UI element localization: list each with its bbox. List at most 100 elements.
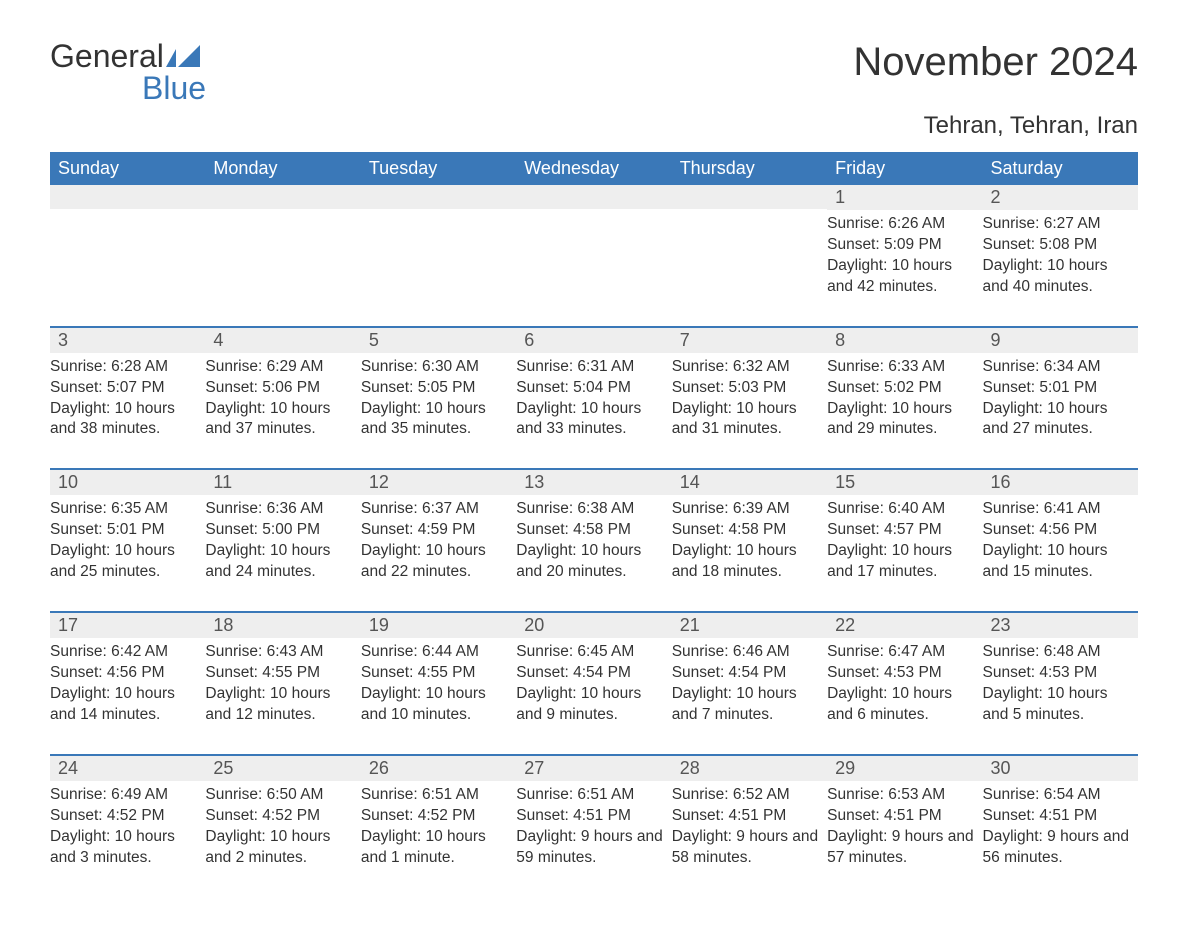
sunrise-text: Sunrise: 6:49 AM xyxy=(50,785,197,806)
day-number: 17 xyxy=(50,611,205,638)
daylight-text: Daylight: 10 hours and 3 minutes. xyxy=(50,827,197,869)
day-number: 22 xyxy=(827,611,982,638)
day-number: 29 xyxy=(827,754,982,781)
sunrise-text: Sunrise: 6:48 AM xyxy=(983,642,1130,663)
daylight-text: Daylight: 10 hours and 27 minutes. xyxy=(983,399,1130,441)
day-number: 2 xyxy=(983,183,1138,210)
day-cell: 7Sunrise: 6:32 AMSunset: 5:03 PMDaylight… xyxy=(672,326,827,441)
daylight-text: Daylight: 10 hours and 10 minutes. xyxy=(361,684,508,726)
weekday-header: Sunday xyxy=(50,154,205,183)
logo: General Blue xyxy=(50,40,206,104)
day-cell: 9Sunrise: 6:34 AMSunset: 5:01 PMDaylight… xyxy=(983,326,1138,441)
sunset-text: Sunset: 4:54 PM xyxy=(516,663,663,684)
sunrise-text: Sunrise: 6:37 AM xyxy=(361,499,508,520)
daylight-text: Daylight: 10 hours and 38 minutes. xyxy=(50,399,197,441)
daylight-text: Daylight: 10 hours and 29 minutes. xyxy=(827,399,974,441)
sunrise-text: Sunrise: 6:27 AM xyxy=(983,214,1130,235)
day-number: 15 xyxy=(827,468,982,495)
sunrise-text: Sunrise: 6:52 AM xyxy=(672,785,819,806)
sunrise-text: Sunrise: 6:51 AM xyxy=(361,785,508,806)
week-row: 24Sunrise: 6:49 AMSunset: 4:52 PMDayligh… xyxy=(50,754,1138,869)
day-number: 10 xyxy=(50,468,205,495)
weekday-header: Wednesday xyxy=(516,154,671,183)
logo-word1: General xyxy=(50,40,164,72)
daylight-text: Daylight: 10 hours and 37 minutes. xyxy=(205,399,352,441)
day-cell: 1Sunrise: 6:26 AMSunset: 5:09 PMDaylight… xyxy=(827,183,982,298)
sunrise-text: Sunrise: 6:42 AM xyxy=(50,642,197,663)
weekday-header: Tuesday xyxy=(361,154,516,183)
sunset-text: Sunset: 5:09 PM xyxy=(827,235,974,256)
sunrise-text: Sunrise: 6:46 AM xyxy=(672,642,819,663)
daylight-text: Daylight: 10 hours and 9 minutes. xyxy=(516,684,663,726)
sunset-text: Sunset: 4:53 PM xyxy=(827,663,974,684)
daylight-text: Daylight: 10 hours and 25 minutes. xyxy=(50,541,197,583)
weekday-header: Saturday xyxy=(983,154,1138,183)
day-details: Sunrise: 6:30 AMSunset: 5:05 PMDaylight:… xyxy=(361,353,516,441)
sunrise-text: Sunrise: 6:41 AM xyxy=(983,499,1130,520)
day-details: Sunrise: 6:44 AMSunset: 4:55 PMDaylight:… xyxy=(361,638,516,726)
daylight-text: Daylight: 9 hours and 58 minutes. xyxy=(672,827,819,869)
day-details: Sunrise: 6:36 AMSunset: 5:00 PMDaylight:… xyxy=(205,495,360,583)
day-cell: 6Sunrise: 6:31 AMSunset: 5:04 PMDaylight… xyxy=(516,326,671,441)
week-row: 3Sunrise: 6:28 AMSunset: 5:07 PMDaylight… xyxy=(50,326,1138,441)
day-number: 6 xyxy=(516,326,671,353)
sunrise-text: Sunrise: 6:47 AM xyxy=(827,642,974,663)
day-number xyxy=(516,183,671,209)
week-row: 17Sunrise: 6:42 AMSunset: 4:56 PMDayligh… xyxy=(50,611,1138,726)
day-details: Sunrise: 6:39 AMSunset: 4:58 PMDaylight:… xyxy=(672,495,827,583)
month-title: November 2024 xyxy=(853,40,1138,85)
day-details: Sunrise: 6:38 AMSunset: 4:58 PMDaylight:… xyxy=(516,495,671,583)
logo-top: General xyxy=(50,40,206,72)
day-number: 23 xyxy=(983,611,1138,638)
day-number: 7 xyxy=(672,326,827,353)
weekday-header: Thursday xyxy=(672,154,827,183)
sunset-text: Sunset: 4:54 PM xyxy=(672,663,819,684)
day-details: Sunrise: 6:29 AMSunset: 5:06 PMDaylight:… xyxy=(205,353,360,441)
day-number: 30 xyxy=(983,754,1138,781)
daylight-text: Daylight: 9 hours and 56 minutes. xyxy=(983,827,1130,869)
day-details: Sunrise: 6:32 AMSunset: 5:03 PMDaylight:… xyxy=(672,353,827,441)
sunrise-text: Sunrise: 6:51 AM xyxy=(516,785,663,806)
sunset-text: Sunset: 5:00 PM xyxy=(205,520,352,541)
sunrise-text: Sunrise: 6:32 AM xyxy=(672,357,819,378)
sunset-text: Sunset: 4:58 PM xyxy=(516,520,663,541)
day-number: 12 xyxy=(361,468,516,495)
daylight-text: Daylight: 10 hours and 2 minutes. xyxy=(205,827,352,869)
sunset-text: Sunset: 5:04 PM xyxy=(516,378,663,399)
location-label: Tehran, Tehran, Iran xyxy=(50,112,1138,140)
day-number: 11 xyxy=(205,468,360,495)
day-cell: 19Sunrise: 6:44 AMSunset: 4:55 PMDayligh… xyxy=(361,611,516,726)
day-cell: 11Sunrise: 6:36 AMSunset: 5:00 PMDayligh… xyxy=(205,468,360,583)
day-details: Sunrise: 6:26 AMSunset: 5:09 PMDaylight:… xyxy=(827,210,982,298)
sunrise-text: Sunrise: 6:38 AM xyxy=(516,499,663,520)
week-row: 10Sunrise: 6:35 AMSunset: 5:01 PMDayligh… xyxy=(50,468,1138,583)
sunset-text: Sunset: 4:53 PM xyxy=(983,663,1130,684)
sunset-text: Sunset: 4:51 PM xyxy=(516,806,663,827)
weekday-header: Monday xyxy=(205,154,360,183)
empty-day-cell xyxy=(205,183,360,298)
sunset-text: Sunset: 4:56 PM xyxy=(983,520,1130,541)
sunset-text: Sunset: 4:55 PM xyxy=(205,663,352,684)
day-cell: 10 Sunrise: 6:35 AMSunset: 5:01 PMDayligh… xyxy=(50,468,205,583)
sunset-text: Sunset: 5:07 PM xyxy=(50,378,197,399)
sunrise-text: Sunrise: 6:35 AM xyxy=(50,499,197,520)
sunrise-text: Sunrise: 6:34 AM xyxy=(983,357,1130,378)
day-number: 13 xyxy=(516,468,671,495)
sunrise-text: Sunrise: 6:40 AM xyxy=(827,499,974,520)
day-cell: 8Sunrise: 6:33 AMSunset: 5:02 PMDaylight… xyxy=(827,326,982,441)
daylight-text: Daylight: 10 hours and 18 minutes. xyxy=(672,541,819,583)
day-number: 27 xyxy=(516,754,671,781)
day-cell: 5Sunrise: 6:30 AMSunset: 5:05 PMDaylight… xyxy=(361,326,516,441)
day-number: 24 xyxy=(50,754,205,781)
sunset-text: Sunset: 4:51 PM xyxy=(983,806,1130,827)
day-details: Sunrise: 6:51 AMSunset: 4:52 PMDaylight:… xyxy=(361,781,516,869)
sunset-text: Sunset: 5:01 PM xyxy=(50,520,197,541)
day-number: 19 xyxy=(361,611,516,638)
day-cell: 30Sunrise: 6:54 AMSunset: 4:51 PMDayligh… xyxy=(983,754,1138,869)
daylight-text: Daylight: 10 hours and 40 minutes. xyxy=(983,256,1130,298)
day-cell: 14Sunrise: 6:39 AMSunset: 4:58 PMDayligh… xyxy=(672,468,827,583)
logo-word2: Blue xyxy=(50,72,206,104)
day-cell: 18Sunrise: 6:43 AMSunset: 4:55 PMDayligh… xyxy=(205,611,360,726)
daylight-text: Daylight: 10 hours and 42 minutes. xyxy=(827,256,974,298)
weekday-header-row: Sunday Monday Tuesday Wednesday Thursday… xyxy=(50,152,1138,183)
